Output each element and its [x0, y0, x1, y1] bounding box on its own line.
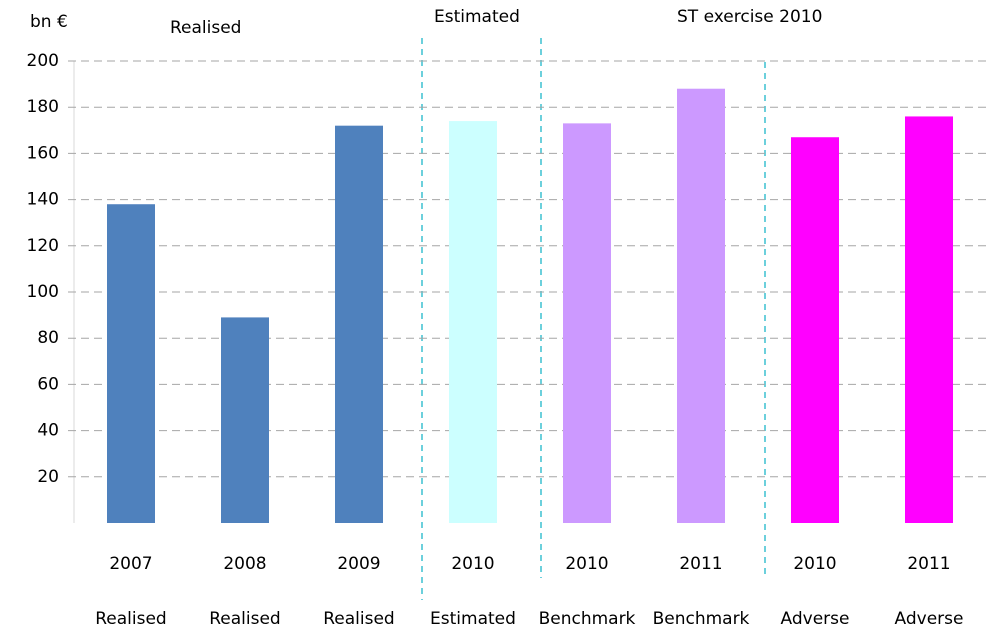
bar — [335, 125, 383, 524]
bar — [563, 123, 611, 524]
y-tick-label: 20 — [37, 467, 59, 487]
x-tick-label: 2010 — [451, 554, 494, 574]
x-scenario-label: Realised — [209, 609, 280, 629]
bar — [791, 137, 839, 524]
bar — [449, 121, 497, 523]
x-scenario-label: Realised — [95, 609, 166, 629]
y-axis-label: bn € — [30, 12, 68, 32]
bar — [905, 116, 953, 523]
x-tick-label: 2010 — [565, 554, 608, 574]
y-tick-label: 200 — [27, 51, 59, 71]
x-scenario-label: Benchmark — [653, 609, 750, 629]
x-tick-label: 2008 — [223, 554, 266, 574]
x-scenario-label: Estimated — [430, 609, 516, 629]
x-scenario-label: Adverse — [895, 609, 964, 629]
x-tick-label: 2009 — [337, 554, 380, 574]
section-label: Estimated — [434, 7, 520, 27]
section-label: ST exercise 2010 — [677, 7, 822, 27]
y-tick-label: 40 — [37, 421, 59, 441]
x-tick-label: 2011 — [679, 554, 722, 574]
section-label: Realised — [170, 18, 241, 38]
bar — [107, 204, 155, 523]
bar — [677, 88, 725, 523]
y-tick-label: 120 — [27, 236, 59, 256]
y-tick-label: 140 — [27, 190, 59, 210]
bar — [221, 317, 269, 523]
x-scenario-label: Adverse — [781, 609, 850, 629]
y-tick-label: 100 — [27, 282, 59, 302]
y-tick-label: 180 — [27, 97, 59, 117]
y-tick-label: 60 — [37, 374, 59, 394]
x-scenario-label: Realised — [323, 609, 394, 629]
x-tick-label: 2010 — [793, 554, 836, 574]
x-scenario-label: Benchmark — [539, 609, 636, 629]
x-tick-label: 2007 — [109, 554, 152, 574]
y-tick-label: 160 — [27, 143, 59, 163]
y-tick-label: 80 — [37, 328, 59, 348]
x-tick-label: 2011 — [907, 554, 950, 574]
